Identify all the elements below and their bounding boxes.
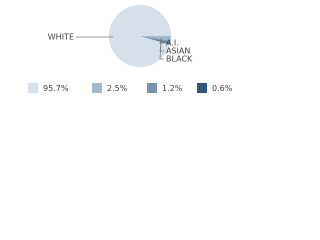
slice-label: A.I. — [166, 39, 179, 48]
legend-swatch — [92, 83, 102, 93]
slice-label: WHITE — [48, 33, 74, 42]
pie-slice — [108, 4, 171, 67]
legend-label: 95.7% — [43, 84, 69, 93]
legend-swatch — [28, 83, 38, 93]
pie-slice — [140, 36, 171, 45]
legend-label: 0.6% — [212, 84, 233, 93]
pie-slice — [140, 36, 171, 41]
legend-label: 2.5% — [107, 84, 128, 93]
leader-line — [159, 41, 164, 60]
leader-line — [159, 37, 164, 44]
legend-label: 1.2% — [162, 84, 183, 93]
legend-swatch — [147, 83, 157, 93]
legend-swatch — [197, 83, 207, 93]
pie-slice — [140, 36, 171, 44]
slice-label: BLACK — [166, 55, 193, 64]
slice-label: ASIAN — [166, 47, 190, 56]
